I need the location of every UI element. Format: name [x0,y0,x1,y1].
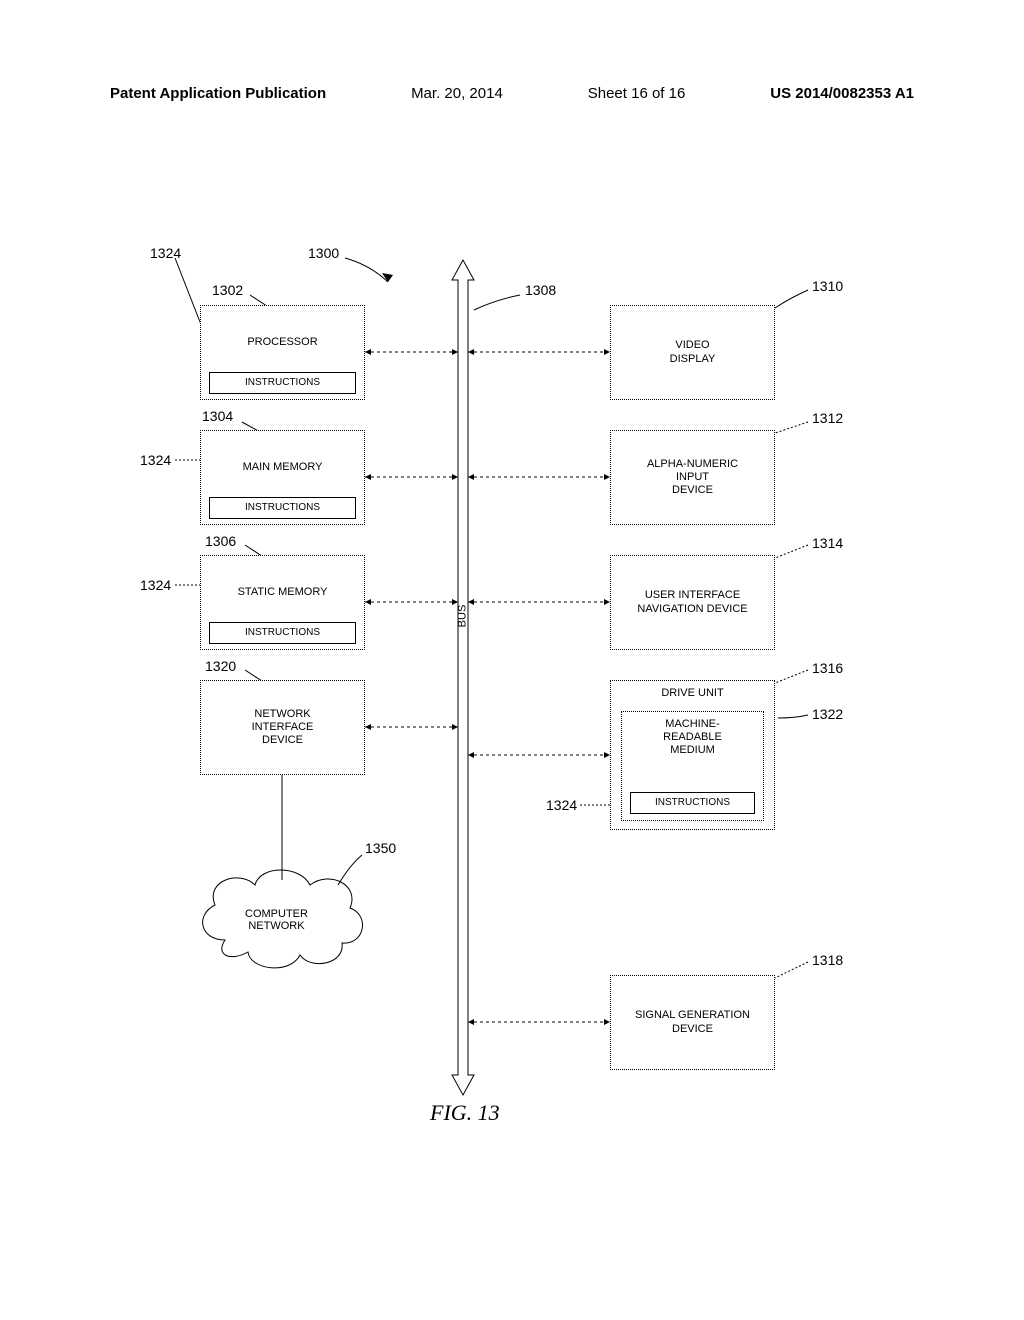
drive-unit-box: DRIVE UNIT MACHINE- READABLE MEDIUM INST… [610,680,775,830]
alpha-input-title: ALPHA-NUMERIC INPUT DEVICE [647,458,738,498]
ref-1324-c: 1324 [140,577,171,593]
main-memory-box: MAIN MEMORY INSTRUCTIONS [200,430,365,525]
pubno-label: US 2014/0082353 A1 [770,85,914,102]
video-display-title: VIDEO DISPLAY [670,339,716,365]
ref-1308: 1308 [525,282,556,298]
main-memory-title: MAIN MEMORY [243,461,323,474]
date-label: Mar. 20, 2014 [411,85,503,102]
diagram-root: 1324 1300 1302 1308 1310 1304 1324 1312 … [0,240,1024,1140]
processor-instructions: INSTRUCTIONS [209,372,356,394]
nid-title: NETWORK INTERFACE DEVICE [252,708,314,748]
processor-box: PROCESSOR INSTRUCTIONS [200,305,365,400]
page-header: Patent Application Publication Mar. 20, … [0,85,1024,102]
ref-1302: 1302 [212,282,243,298]
ref-1322: 1322 [812,706,843,722]
ref-1324-a: 1324 [150,245,181,261]
ref-1316: 1316 [812,660,843,676]
processor-title: PROCESSOR [247,336,317,349]
figure-label: FIG. 13 [430,1100,500,1126]
uinav-title: USER INTERFACE NAVIGATION DEVICE [637,589,747,615]
nid-box: NETWORK INTERFACE DEVICE [200,680,365,775]
alpha-input-box: ALPHA-NUMERIC INPUT DEVICE [610,430,775,525]
ref-1320: 1320 [205,658,236,674]
drive-instructions: INSTRUCTIONS [630,792,755,814]
video-display-box: VIDEO DISPLAY [610,305,775,400]
bus-label: BUS [456,605,468,628]
ref-1324-d: 1324 [546,797,577,813]
uinav-box: USER INTERFACE NAVIGATION DEVICE [610,555,775,650]
static-memory-title: STATIC MEMORY [238,586,328,599]
network-cloud-label: COMPUTER NETWORK [245,908,308,932]
ref-1318: 1318 [812,952,843,968]
drive-unit-title: DRIVE UNIT [661,687,723,700]
publication-label: Patent Application Publication [110,85,326,102]
main-memory-instructions: INSTRUCTIONS [209,497,356,519]
ref-1300: 1300 [308,245,339,261]
static-memory-box: STATIC MEMORY INSTRUCTIONS [200,555,365,650]
ref-1310: 1310 [812,278,843,294]
ref-1314: 1314 [812,535,843,551]
ref-1312: 1312 [812,410,843,426]
diagram-svg [0,240,1024,1140]
medium-box: MACHINE- READABLE MEDIUM INSTRUCTIONS [621,711,764,821]
ref-1304: 1304 [202,408,233,424]
siggen-box: SIGNAL GENERATION DEVICE [610,975,775,1070]
ref-1324-b: 1324 [140,452,171,468]
siggen-title: SIGNAL GENERATION DEVICE [635,1009,750,1035]
medium-title: MACHINE- READABLE MEDIUM [663,718,722,758]
sheet-label: Sheet 16 of 16 [588,85,686,102]
ref-1306: 1306 [205,533,236,549]
static-memory-instructions: INSTRUCTIONS [209,622,356,644]
ref-1350: 1350 [365,840,396,856]
